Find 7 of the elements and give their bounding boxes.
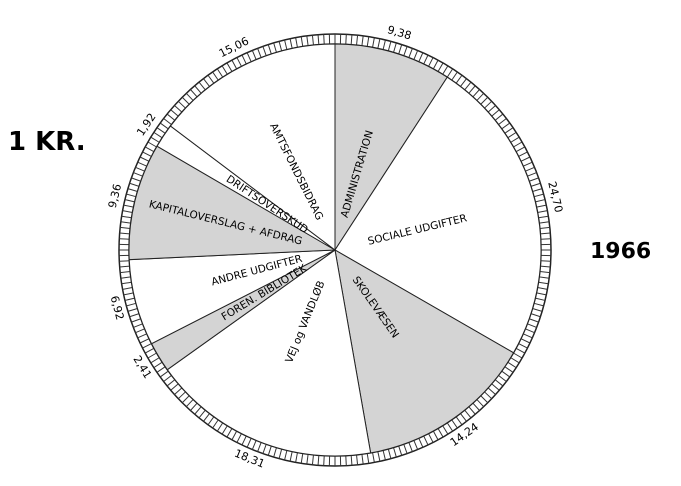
data-label: 9,36	[106, 182, 124, 210]
data-label: 6,92	[108, 294, 126, 322]
text: 1966	[590, 239, 652, 264]
data-label: 9,38	[386, 23, 413, 43]
data-label: 24,70	[545, 180, 566, 214]
data-label: 18,31	[232, 446, 267, 471]
text: 1 KR.	[8, 127, 86, 157]
